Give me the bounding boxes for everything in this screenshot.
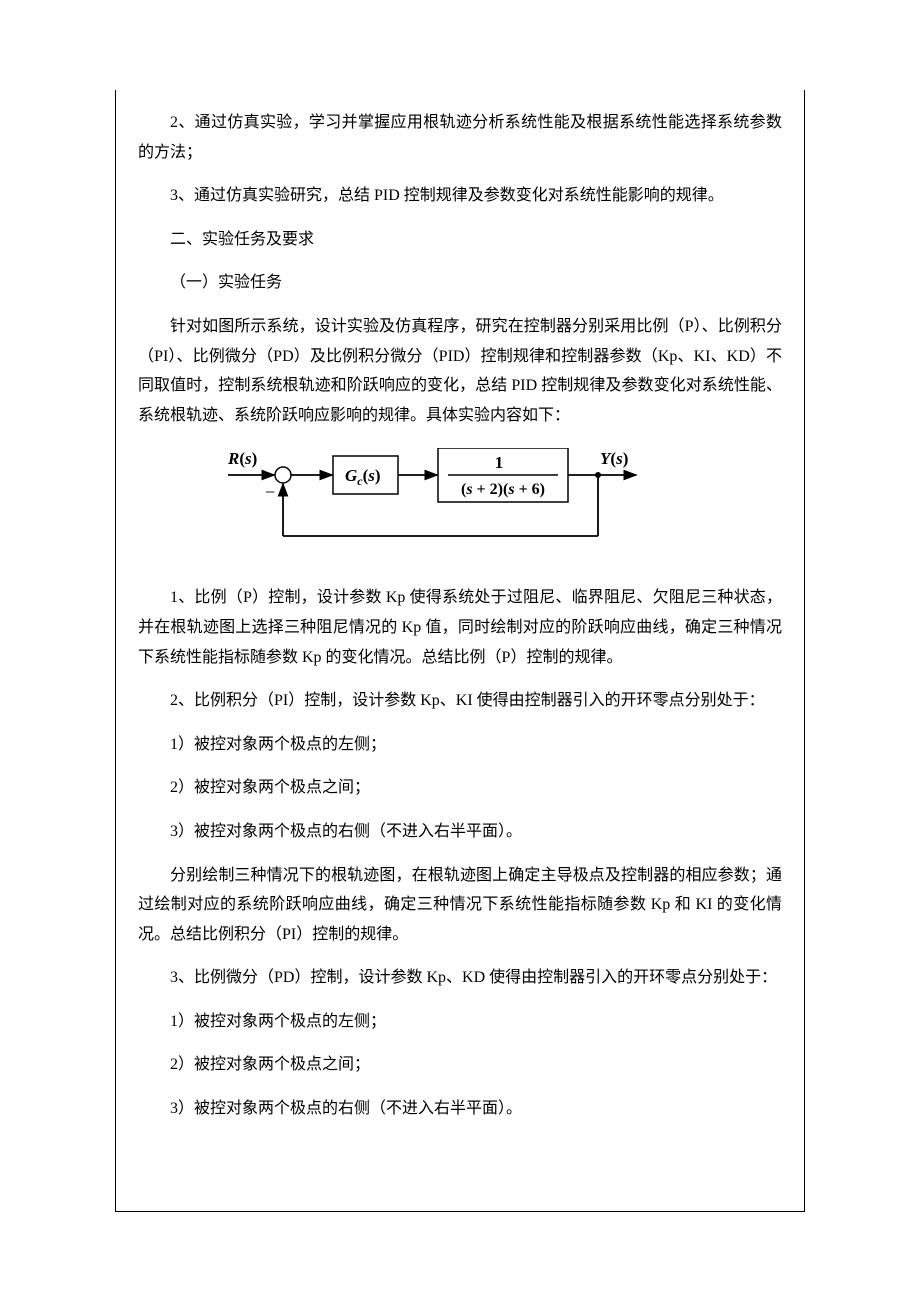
controller-label: Gc(s) xyxy=(345,466,381,488)
document-content: 2、通过仿真实验，学习并掌握应用根轨迹分析系统性能及根据系统性能选择系统参数的方… xyxy=(115,90,805,1212)
paragraph-pd-case2: 2）被控对象两个极点之间； xyxy=(138,1050,782,1080)
paragraph-pi-case2: 2）被控对象两个极点之间； xyxy=(138,773,782,803)
output-label: Y(s) xyxy=(600,449,628,468)
paragraph-3: 3、通过仿真实验研究，总结 PID 控制规律及参数变化对系统性能影响的规律。 xyxy=(138,181,782,211)
plant-denominator: (s + 2)(s + 6) xyxy=(461,481,545,498)
paragraph-pd-control: 3、比例微分（PD）控制，设计参数 Kp、KD 使得由控制器引入的开环零点分别处… xyxy=(138,963,782,993)
paragraph-pi-case3: 3）被控对象两个极点的右侧（不进入右半平面）。 xyxy=(138,817,782,847)
block-diagram: R(s) − Gc(s) 1 (s + 2)(s + 6) xyxy=(218,448,648,558)
paragraph-p-control: 1、比例（P）控制，设计参数 Kp 使得系统处于过阻尼、临界阻尼、欠阻尼三种状态… xyxy=(138,583,782,672)
plant-numerator: 1 xyxy=(495,453,504,472)
control-system-diagram: R(s) − Gc(s) 1 (s + 2)(s + 6) xyxy=(218,448,648,558)
paragraph-task-description: 针对如图所示系统，设计实验及仿真程序，研究在控制器分别采用比例（P）、比例积分（… xyxy=(138,312,782,430)
heading-task-requirements: 二、实验任务及要求 xyxy=(138,225,782,255)
input-label: R(s) xyxy=(227,449,257,468)
paragraph-pi-control: 2、比例积分（PI）控制，设计参数 Kp、KI 使得由控制器引入的开环零点分别处… xyxy=(138,686,782,716)
subheading-task: （一）实验任务 xyxy=(138,268,782,298)
paragraph-2: 2、通过仿真实验，学习并掌握应用根轨迹分析系统性能及根据系统性能选择系统参数的方… xyxy=(138,108,782,167)
minus-sign: − xyxy=(265,482,275,502)
summing-junction xyxy=(275,467,291,483)
paragraph-pd-case3: 3）被控对象两个极点的右侧（不进入右半平面）。 xyxy=(138,1094,782,1124)
paragraph-pd-case1: 1）被控对象两个极点的左侧； xyxy=(138,1007,782,1037)
paragraph-pi-summary: 分别绘制三种情况下的根轨迹图，在根轨迹图上确定主导极点及控制器的相应参数；通过绘… xyxy=(138,861,782,950)
paragraph-pi-case1: 1）被控对象两个极点的左侧； xyxy=(138,730,782,760)
